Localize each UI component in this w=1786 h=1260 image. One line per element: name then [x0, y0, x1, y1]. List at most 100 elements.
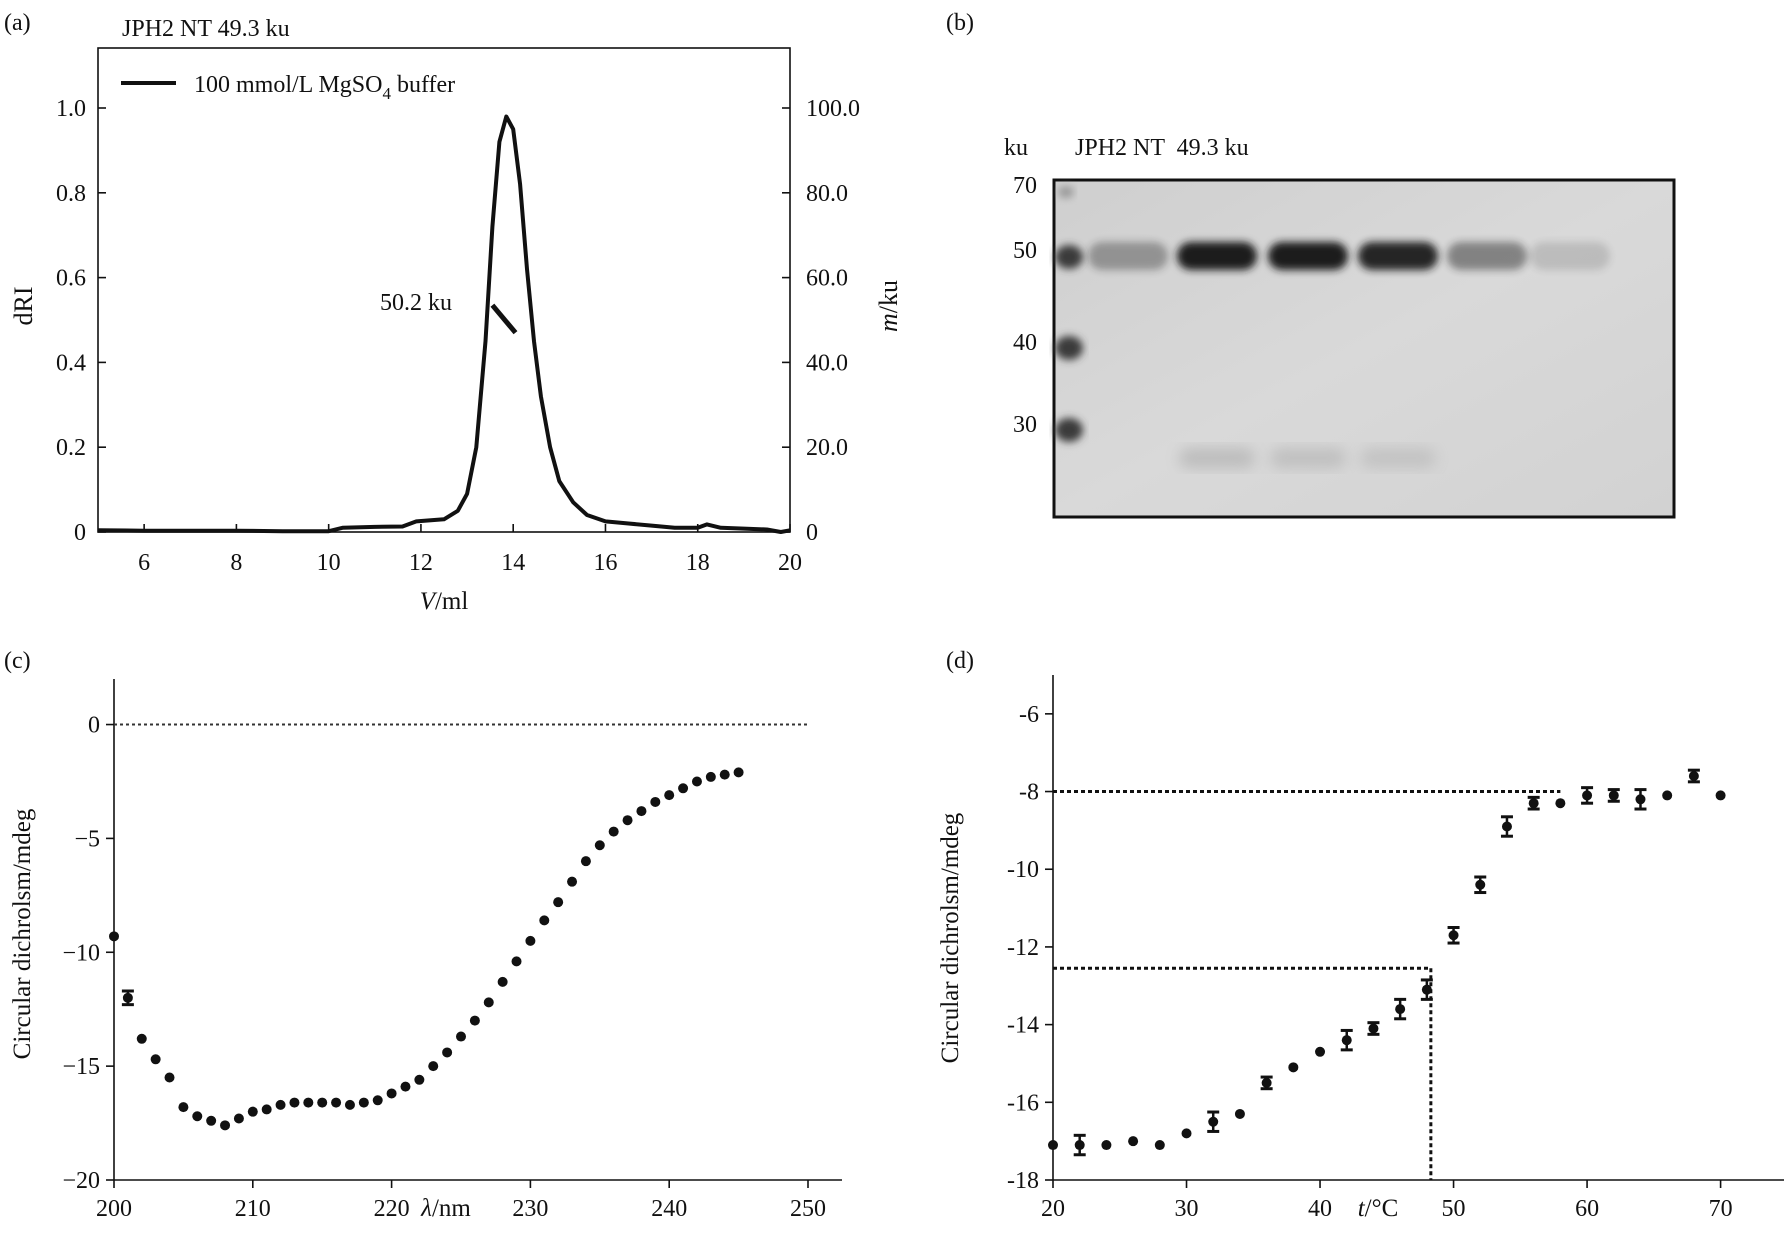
data-point — [622, 815, 633, 826]
x-tick-label: 200 — [96, 1196, 132, 1222]
ladder-band — [1055, 245, 1083, 269]
gel-image — [1052, 178, 1676, 519]
panel-c-x-ticks: 200 210 220 230 240 250 — [96, 1180, 826, 1222]
y-right-tick-label: 80.0 — [806, 181, 848, 207]
protein-band-50ku — [1268, 242, 1348, 270]
ladder-band — [1055, 418, 1083, 442]
panel-c-axes — [113, 679, 842, 1181]
data-point — [553, 897, 564, 908]
panel-a-y-left-ticks: 0 0.2 0.4 0.6 0.8 1.0 — [56, 96, 106, 546]
data-point — [233, 1113, 244, 1124]
y-tick-label: -6 — [1019, 702, 1039, 728]
ladder-band — [1058, 186, 1074, 198]
x-tick-label: 14 — [501, 550, 525, 576]
panel-d-reference-lines — [1053, 790, 1561, 1180]
panel-c-data-points — [109, 767, 744, 1131]
protein-band-50ku — [1088, 242, 1168, 270]
data-point — [358, 1097, 369, 1108]
data-point — [1448, 930, 1459, 941]
panel-a-frame — [97, 47, 791, 533]
y-tick-label: -18 — [1007, 1168, 1039, 1194]
data-point — [539, 915, 550, 926]
data-point — [664, 790, 675, 801]
y-tick-label: −15 — [62, 1054, 100, 1080]
x-tick-label: 6 — [138, 550, 150, 576]
x-tick-label: 20 — [1041, 1196, 1065, 1222]
y-tick-label: −20 — [62, 1168, 100, 1194]
data-point — [1074, 1140, 1085, 1151]
data-point — [1395, 1004, 1406, 1015]
panel-d: (d) 20 30 40 50 60 70 -6 -8 -10 -12 -14 -16 -18 t/°… — [937, 648, 1784, 1222]
panel-c-label: (c) — [4, 648, 31, 674]
data-point — [733, 767, 744, 778]
y-tick-label: -16 — [1007, 1090, 1039, 1116]
y-tick-label: -10 — [1007, 857, 1039, 883]
panel-d-axes — [1052, 675, 1784, 1181]
data-point — [331, 1097, 342, 1108]
data-point — [1288, 1062, 1299, 1073]
y-right-tick-label: 0 — [806, 520, 818, 546]
data-point — [580, 856, 591, 867]
y-left-tick-label: 0.4 — [56, 350, 86, 376]
x-tick-label: 20 — [778, 550, 802, 576]
data-point — [1475, 879, 1486, 890]
data-point — [136, 1033, 147, 1044]
y-tick-label: -8 — [1019, 780, 1039, 806]
data-point — [414, 1074, 425, 1085]
x-tick-label: 40 — [1308, 1196, 1332, 1222]
data-point — [206, 1115, 217, 1126]
data-point — [1101, 1140, 1112, 1151]
x-tick-label: 30 — [1175, 1196, 1199, 1222]
data-point — [1234, 1108, 1245, 1119]
data-point — [497, 976, 508, 987]
data-point — [192, 1111, 203, 1122]
gel-marker-label: 70 — [1013, 173, 1037, 199]
data-point — [1662, 790, 1673, 801]
panel-b: (b) ku JPH2 NT 49.3 ku 70 50 40 30 — [946, 10, 1676, 519]
data-point — [1181, 1128, 1192, 1139]
panel-b-label: (b) — [946, 10, 974, 36]
data-point — [386, 1088, 397, 1099]
y-left-tick-label: 0.2 — [56, 435, 86, 461]
protein-band-50ku — [1177, 242, 1257, 270]
faint-lower-band — [1360, 448, 1436, 468]
data-point — [483, 997, 494, 1008]
data-point — [289, 1097, 300, 1108]
data-point — [303, 1097, 314, 1108]
data-point — [594, 840, 605, 851]
data-point — [261, 1104, 272, 1115]
peak-mass-annotation: 50.2 ku — [380, 290, 452, 316]
gel-sample-label: JPH2 NT 49.3 ku — [1075, 135, 1249, 161]
y-right-tick-label: 40.0 — [806, 350, 848, 376]
panel-a-x-ticks: 6 8 10 12 14 16 18 20 — [138, 524, 802, 576]
y-right-tick-label: 100.0 — [806, 96, 860, 122]
data-point — [456, 1031, 466, 1042]
x-tick-label: 10 — [317, 550, 341, 576]
panel-d-x-ticks: 20 30 40 50 60 70 — [1041, 1180, 1733, 1222]
data-point — [442, 1047, 453, 1058]
data-point — [1315, 1046, 1326, 1057]
data-point — [1528, 798, 1539, 809]
y-left-tick-label: 0.6 — [56, 266, 86, 292]
panel-c: (c) 200 210 220 230 240 250 0 −5 −10 −15 −20 λ/nm… — [4, 648, 842, 1222]
data-point — [691, 776, 702, 787]
data-point — [1501, 821, 1512, 832]
panel-d-x-axis-label: t/°C — [1358, 1195, 1399, 1222]
panel-d-label: (d) — [946, 648, 974, 674]
data-point — [1128, 1136, 1139, 1147]
x-tick-label: 18 — [686, 550, 710, 576]
data-point — [1208, 1116, 1219, 1127]
gel-marker-labels: 70 50 40 30 — [1013, 173, 1037, 438]
gel-ladder-lane — [1055, 186, 1083, 442]
panel-d-data-points — [1048, 768, 1726, 1157]
panel-a-label: (a) — [4, 10, 31, 36]
data-point — [122, 992, 133, 1003]
data-point — [1555, 798, 1566, 809]
gel-marker-label: 50 — [1013, 238, 1037, 264]
y-right-tick-label: 20.0 — [806, 435, 848, 461]
data-point — [1608, 790, 1619, 801]
x-tick-label: 240 — [651, 1196, 687, 1222]
data-point — [164, 1072, 175, 1083]
y-tick-label: −10 — [62, 940, 100, 966]
